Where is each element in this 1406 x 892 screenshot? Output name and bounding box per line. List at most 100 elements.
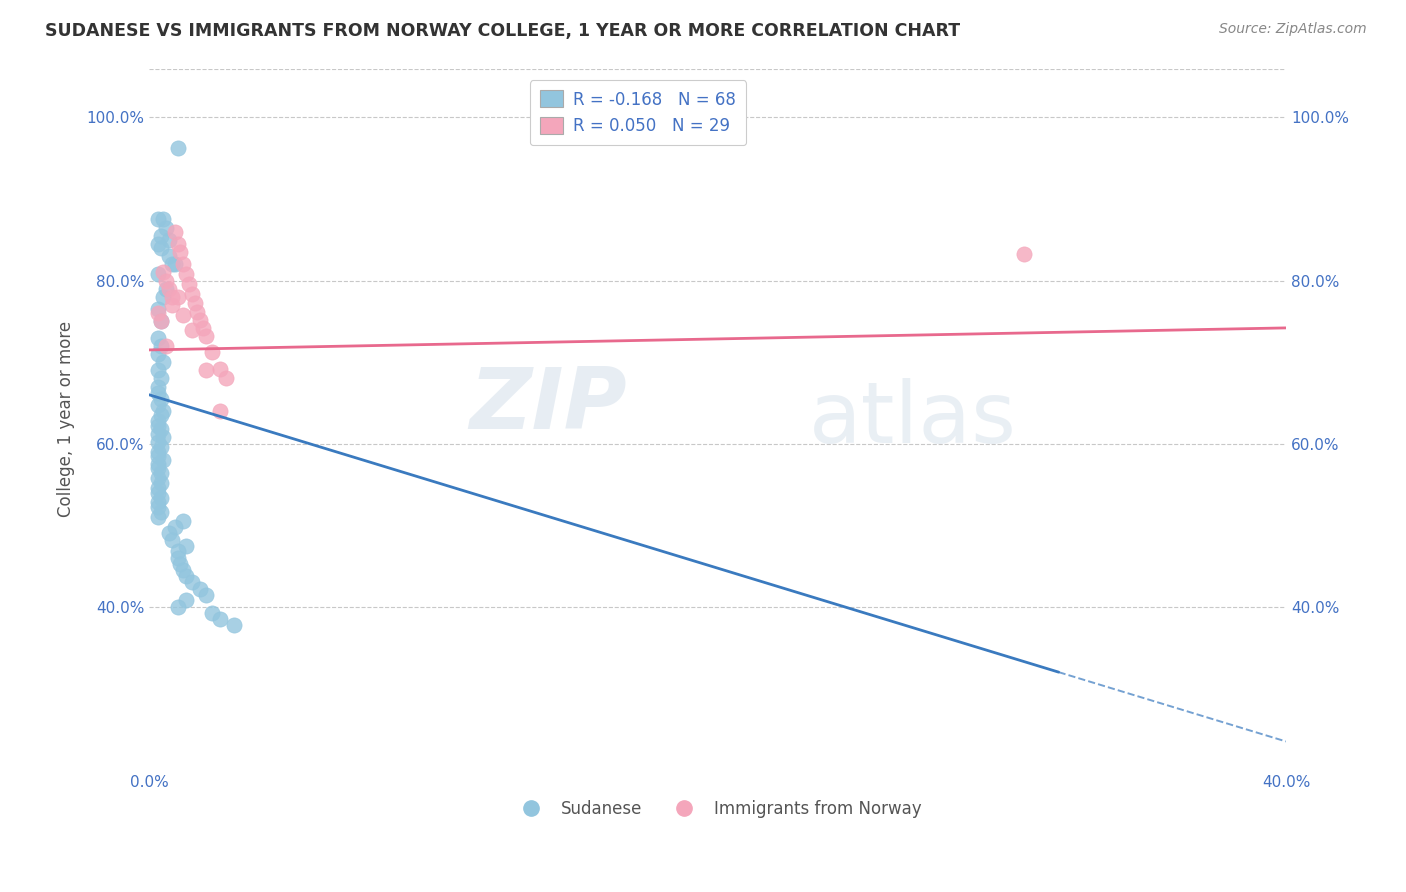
Point	[166, 550, 188, 565]
Point	[172, 514, 194, 528]
Text: atlas: atlas	[808, 377, 1017, 461]
Legend: Sudanese, Immigrants from Norway: Sudanese, Immigrants from Norway	[508, 794, 928, 825]
Point	[174, 593, 197, 607]
Point	[166, 599, 188, 614]
Point	[149, 241, 172, 255]
Point	[146, 471, 169, 485]
Point	[152, 404, 174, 418]
Point	[146, 435, 169, 450]
Point	[174, 267, 197, 281]
Point	[169, 558, 191, 572]
Point	[146, 347, 169, 361]
Point	[149, 422, 172, 436]
Point	[149, 505, 172, 519]
Point	[186, 304, 208, 318]
Point	[146, 510, 169, 524]
Point	[160, 298, 183, 312]
Point	[180, 286, 202, 301]
Point	[146, 363, 169, 377]
Point	[166, 141, 188, 155]
Point	[191, 321, 214, 335]
Point	[209, 612, 232, 626]
Point	[188, 582, 211, 596]
Point	[166, 290, 188, 304]
Point	[163, 257, 186, 271]
Point	[160, 533, 183, 547]
Point	[177, 277, 200, 291]
Text: SUDANESE VS IMMIGRANTS FROM NORWAY COLLEGE, 1 YEAR OR MORE CORRELATION CHART: SUDANESE VS IMMIGRANTS FROM NORWAY COLLE…	[45, 22, 960, 40]
Point	[166, 236, 188, 251]
Point	[146, 449, 169, 463]
Point	[152, 453, 174, 467]
Point	[146, 495, 169, 509]
Y-axis label: College, 1 year or more: College, 1 year or more	[58, 321, 75, 517]
Point	[146, 500, 169, 515]
Point	[149, 339, 172, 353]
Point	[155, 282, 177, 296]
Point	[201, 345, 224, 359]
Point	[224, 617, 246, 632]
Point	[155, 220, 177, 235]
Point	[166, 544, 188, 558]
Point	[152, 290, 174, 304]
Point	[157, 526, 180, 541]
Point	[195, 329, 218, 343]
Point	[146, 461, 169, 475]
Point	[146, 398, 169, 412]
Point	[157, 249, 180, 263]
Point	[149, 475, 172, 490]
Point	[155, 339, 177, 353]
Point	[146, 302, 169, 317]
Point	[209, 361, 232, 376]
Point	[146, 331, 169, 345]
Point	[152, 430, 174, 444]
Point	[195, 363, 218, 377]
Point	[180, 322, 202, 336]
Point	[183, 296, 205, 310]
Point	[215, 371, 238, 385]
Point	[163, 225, 186, 239]
Point	[152, 355, 174, 369]
Point	[149, 408, 172, 422]
Text: ZIP: ZIP	[470, 364, 627, 447]
Point	[149, 392, 172, 406]
Point	[146, 426, 169, 441]
Point	[188, 312, 211, 326]
Text: Source: ZipAtlas.com: Source: ZipAtlas.com	[1219, 22, 1367, 37]
Point	[157, 282, 180, 296]
Point	[172, 308, 194, 322]
Point	[146, 267, 169, 281]
Point	[180, 575, 202, 590]
Point	[163, 520, 186, 534]
Point	[152, 212, 174, 227]
Point	[160, 290, 183, 304]
Point	[172, 563, 194, 577]
Point	[172, 257, 194, 271]
Point	[201, 607, 224, 621]
Point	[149, 371, 172, 385]
Point	[146, 485, 169, 500]
Point	[146, 414, 169, 428]
Point	[149, 314, 172, 328]
Point	[146, 379, 169, 393]
Point	[152, 265, 174, 279]
Point	[195, 588, 218, 602]
Point	[146, 418, 169, 433]
Point	[1014, 247, 1036, 261]
Point	[149, 440, 172, 454]
Point	[149, 491, 172, 505]
Point	[146, 481, 169, 495]
Point	[146, 445, 169, 459]
Point	[209, 404, 232, 418]
Point	[149, 228, 172, 243]
Point	[146, 386, 169, 401]
Point	[174, 569, 197, 583]
Point	[169, 245, 191, 260]
Point	[146, 306, 169, 320]
Point	[157, 233, 180, 247]
Point	[160, 257, 183, 271]
Point	[146, 212, 169, 227]
Point	[146, 236, 169, 251]
Point	[149, 466, 172, 480]
Point	[146, 457, 169, 471]
